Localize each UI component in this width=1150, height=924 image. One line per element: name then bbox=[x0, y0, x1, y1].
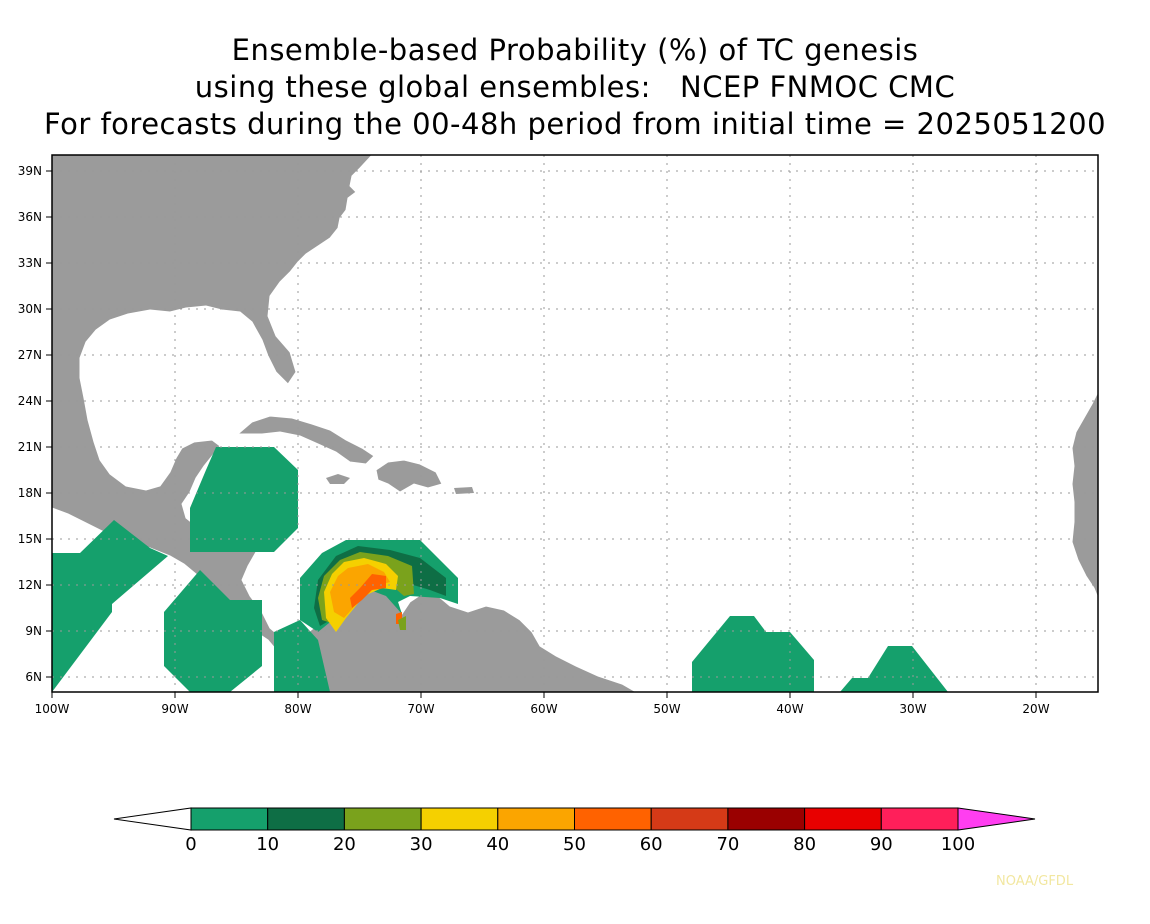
puerto-rico-land bbox=[454, 487, 474, 494]
colorbar-label: 90 bbox=[870, 834, 893, 855]
prob-area-caribbean-50-60 bbox=[350, 574, 386, 608]
lat-label: 27N bbox=[18, 348, 42, 362]
lat-label: 30N bbox=[18, 302, 42, 316]
colorbar-label: 20 bbox=[333, 834, 356, 855]
hispaniola-land bbox=[375, 459, 443, 493]
prob-area-atlantic-30w bbox=[840, 646, 948, 692]
colorbar-segment bbox=[267, 807, 345, 831]
colorbar-segments bbox=[190, 807, 959, 831]
colorbar-label: 60 bbox=[640, 834, 663, 855]
latitude-labels: 39N 36N 33N 30N 27N 24N 21N 18N 15N 12N … bbox=[18, 164, 42, 684]
lat-label: 6N bbox=[25, 670, 42, 684]
prob-area-atlantic-45w bbox=[692, 616, 814, 692]
colorbar-segment bbox=[880, 807, 959, 831]
colorbar-label: 10 bbox=[256, 834, 279, 855]
prob-area-east-pacific-west bbox=[52, 520, 168, 692]
lon-label: 50W bbox=[653, 702, 680, 716]
colorbar-under-triangle bbox=[113, 807, 192, 831]
lat-label: 39N bbox=[18, 164, 42, 178]
colorbar-segment bbox=[574, 807, 652, 831]
lon-label: 80W bbox=[284, 702, 311, 716]
lat-label: 18N bbox=[18, 486, 42, 500]
colorbar-label: 0 bbox=[185, 834, 196, 855]
lat-label: 21N bbox=[18, 440, 42, 454]
colorbar-segment bbox=[497, 807, 575, 831]
colorbar-label: 80 bbox=[793, 834, 816, 855]
axis-ticks bbox=[46, 170, 1037, 698]
lat-label: 9N bbox=[25, 624, 42, 638]
colorbar-labels: 0 10 20 30 40 50 60 70 80 90 100 bbox=[185, 834, 975, 855]
lon-label: 100W bbox=[35, 702, 70, 716]
colorbar-segment bbox=[804, 807, 882, 831]
colorbar-segment bbox=[420, 807, 499, 831]
lon-label: 60W bbox=[530, 702, 557, 716]
colorbar-label: 100 bbox=[941, 834, 975, 855]
jamaica-land bbox=[326, 474, 350, 484]
title-line-2: using these global ensembles: NCEP FNMOC… bbox=[194, 70, 956, 104]
colorbar-label: 40 bbox=[486, 834, 509, 855]
colorbar-label: 30 bbox=[410, 834, 433, 855]
map-gridlines bbox=[52, 155, 1098, 692]
lon-label: 30W bbox=[899, 702, 926, 716]
title-line-3: For forecasts during the 00-48h period f… bbox=[43, 107, 1107, 141]
lon-label: 90W bbox=[161, 702, 188, 716]
colorbar-label: 70 bbox=[716, 834, 739, 855]
lat-label: 24N bbox=[18, 394, 42, 408]
title-line-1: Ensemble-based Probability (%) of TC gen… bbox=[231, 33, 919, 67]
lon-label: 40W bbox=[776, 702, 803, 716]
colorbar-label: 50 bbox=[563, 834, 586, 855]
colorbar: 0 10 20 30 40 50 60 70 80 90 100 bbox=[113, 807, 1036, 855]
longitude-labels: 100W 90W 80W 70W 60W 50W 40W 30W 20W bbox=[35, 702, 1050, 716]
colorbar-segment bbox=[650, 807, 729, 831]
map-content bbox=[52, 155, 1098, 692]
colorbar-segment bbox=[190, 807, 269, 831]
lat-label: 12N bbox=[18, 578, 42, 592]
lat-label: 36N bbox=[18, 210, 42, 224]
colorbar-segment bbox=[727, 807, 806, 831]
prob-area-gulf-honduras bbox=[190, 447, 298, 552]
africa-land bbox=[1071, 391, 1098, 599]
north-america-land bbox=[52, 155, 373, 661]
lat-label: 15N bbox=[18, 532, 42, 546]
chart-title: Ensemble-based Probability (%) of TC gen… bbox=[0, 32, 1150, 143]
lon-label: 70W bbox=[407, 702, 434, 716]
colorbar-segment bbox=[343, 807, 422, 831]
lon-label: 20W bbox=[1022, 702, 1049, 716]
map-frame bbox=[51, 154, 1099, 693]
lat-label: 33N bbox=[18, 256, 42, 270]
prob-area-venezuela-spot bbox=[398, 616, 406, 630]
credit-text: NOAA/GFDL bbox=[996, 874, 1074, 889]
colorbar-over-triangle bbox=[957, 807, 1036, 831]
cuba-land bbox=[236, 415, 375, 465]
prob-area-east-pacific-coast bbox=[274, 620, 330, 692]
